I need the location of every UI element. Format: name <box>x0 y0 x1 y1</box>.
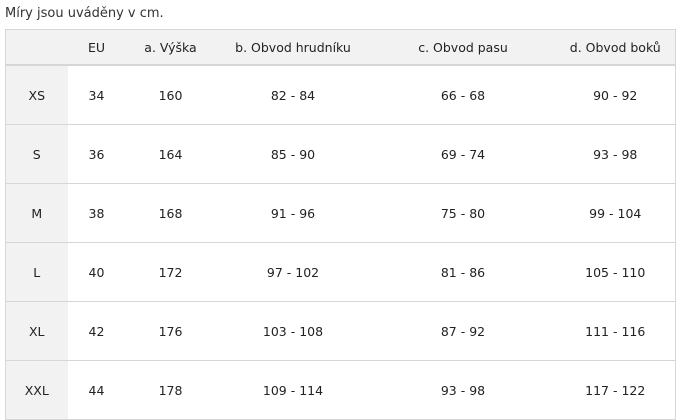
table-cell: 38 <box>67 183 126 243</box>
table-cell: 91 - 96 <box>215 183 371 243</box>
table-cell: 168 <box>125 183 216 243</box>
size-table: EU a. Výška b. Obvod hrudníku c. Obvod pasu… <box>5 29 676 420</box>
table-cell: 36 <box>67 124 126 184</box>
table-cell: 172 <box>125 242 216 302</box>
size-note: Míry jsou uváděny v cm. <box>5 6 164 21</box>
table-row: M 38 168 91 - 96 75 - 80 99 - 104 <box>5 183 676 243</box>
table-cell: 109 - 114 <box>215 360 371 420</box>
table-row: XL 42 176 103 - 108 87 - 92 111 - 116 <box>5 301 676 361</box>
size-label: XS <box>5 65 68 125</box>
table-cell: 160 <box>125 65 216 125</box>
table-cell: 66 - 68 <box>370 65 556 125</box>
table-cell: 40 <box>67 242 126 302</box>
table-cell: 87 - 92 <box>370 301 556 361</box>
table-cell: 97 - 102 <box>215 242 371 302</box>
table-cell: 105 - 110 <box>555 242 676 302</box>
size-label: S <box>5 124 68 184</box>
table-cell: 164 <box>125 124 216 184</box>
table-cell: 117 - 122 <box>555 360 676 420</box>
table-cell: 34 <box>67 65 126 125</box>
table-cell: 82 - 84 <box>215 65 371 125</box>
table-cell: 111 - 116 <box>555 301 676 361</box>
table-row: XS 34 160 82 - 84 66 - 68 90 - 92 <box>5 65 676 125</box>
table-cell: 93 - 98 <box>555 124 676 184</box>
size-label: XL <box>5 301 68 361</box>
table-cell: 69 - 74 <box>370 124 556 184</box>
size-label: L <box>5 242 68 302</box>
column-header: EU <box>67 29 126 66</box>
column-header: d. Obvod boků <box>555 29 676 66</box>
table-cell: 42 <box>67 301 126 361</box>
size-label: M <box>5 183 68 243</box>
table-cell: 81 - 86 <box>370 242 556 302</box>
table-cell: 75 - 80 <box>370 183 556 243</box>
table-row: XXL 44 178 109 - 114 93 - 98 117 - 122 <box>5 360 676 420</box>
table-cell: 176 <box>125 301 216 361</box>
column-header <box>5 29 68 66</box>
table-cell: 103 - 108 <box>215 301 371 361</box>
table-cell: 178 <box>125 360 216 420</box>
table-cell: 93 - 98 <box>370 360 556 420</box>
table-cell: 44 <box>67 360 126 420</box>
table-row: S 36 164 85 - 90 69 - 74 93 - 98 <box>5 124 676 184</box>
column-header: a. Výška <box>125 29 216 66</box>
column-header: c. Obvod pasu <box>370 29 556 66</box>
table-cell: 85 - 90 <box>215 124 371 184</box>
header-row: EU a. Výška b. Obvod hrudníku c. Obvod pasu… <box>5 29 676 66</box>
size-label: XXL <box>5 360 68 420</box>
table-row: L 40 172 97 - 102 81 - 86 105 - 110 <box>5 242 676 302</box>
table-cell: 99 - 104 <box>555 183 676 243</box>
column-header: b. Obvod hrudníku <box>215 29 371 66</box>
table-cell: 90 - 92 <box>555 65 676 125</box>
